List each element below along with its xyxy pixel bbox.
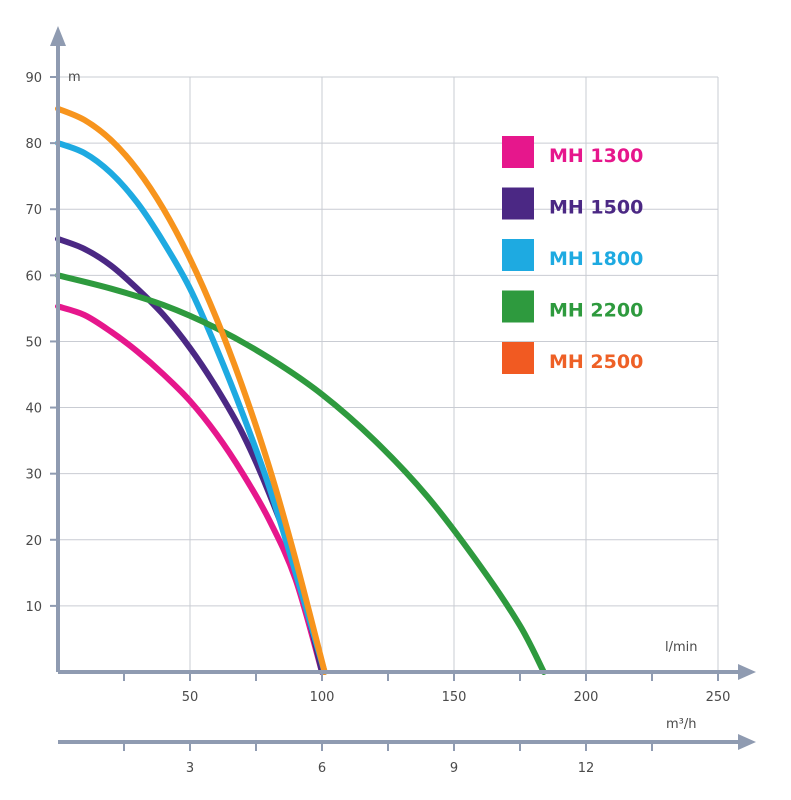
y-tick-label: 60	[25, 269, 42, 284]
y-tick-label: 10	[25, 600, 42, 615]
axes	[50, 26, 756, 751]
y-unit-label: m	[68, 70, 81, 85]
series-line-mh-2500	[55, 105, 328, 675]
legend-swatch	[502, 342, 534, 374]
y-tick-label: 80	[25, 137, 42, 152]
x-unit-label: l/min	[665, 640, 698, 655]
curves	[55, 105, 547, 675]
x2-tick-label: 6	[318, 761, 326, 776]
x-tick-label: 100	[310, 690, 335, 705]
series-line-mh-1800	[55, 140, 328, 675]
x2-unit-label: m³/h	[666, 717, 697, 732]
legend-label: MH 1500	[549, 197, 643, 219]
x-axis-arrow	[738, 664, 756, 680]
y-axis-arrow	[50, 26, 66, 46]
series-line-mh-2200	[55, 272, 547, 675]
legend-swatch	[502, 290, 534, 323]
legend-label: MH 2500	[549, 351, 643, 373]
legend-swatch	[502, 187, 534, 220]
legend-label: MH 1800	[549, 248, 643, 270]
legend-label: MH 1300	[549, 145, 643, 167]
x2-tick-label: 9	[450, 761, 458, 776]
legend-swatch	[502, 136, 534, 168]
legend-label: MH 2200	[549, 300, 643, 322]
x2-tick-label: 3	[186, 761, 194, 776]
x-tick-label: 150	[442, 690, 467, 705]
tick-labels: 10 20 30 40 50 60 70 80 90 50 100 150 200 250 3 6 9 12	[25, 71, 730, 776]
x2-tick-label: 12	[578, 761, 595, 776]
legend-swatch	[502, 239, 534, 271]
series-line-mh-1300	[55, 303, 325, 675]
y-tick-label: 50	[25, 335, 42, 350]
x-tick-label: 200	[574, 690, 599, 705]
x2-axis-arrow	[738, 734, 756, 750]
grid	[58, 76, 719, 672]
x-tick-label: 50	[182, 690, 199, 705]
y-tick-label: 40	[25, 402, 42, 417]
x-tick-label: 250	[706, 690, 731, 705]
legend: MH 1300 MH 1500 MH 1800 MH 2200 MH 2500	[502, 136, 643, 374]
y-tick-label: 90	[25, 71, 42, 86]
y-tick-label: 30	[25, 468, 42, 483]
y-tick-label: 70	[25, 203, 42, 218]
y-tick-label: 20	[25, 534, 42, 549]
